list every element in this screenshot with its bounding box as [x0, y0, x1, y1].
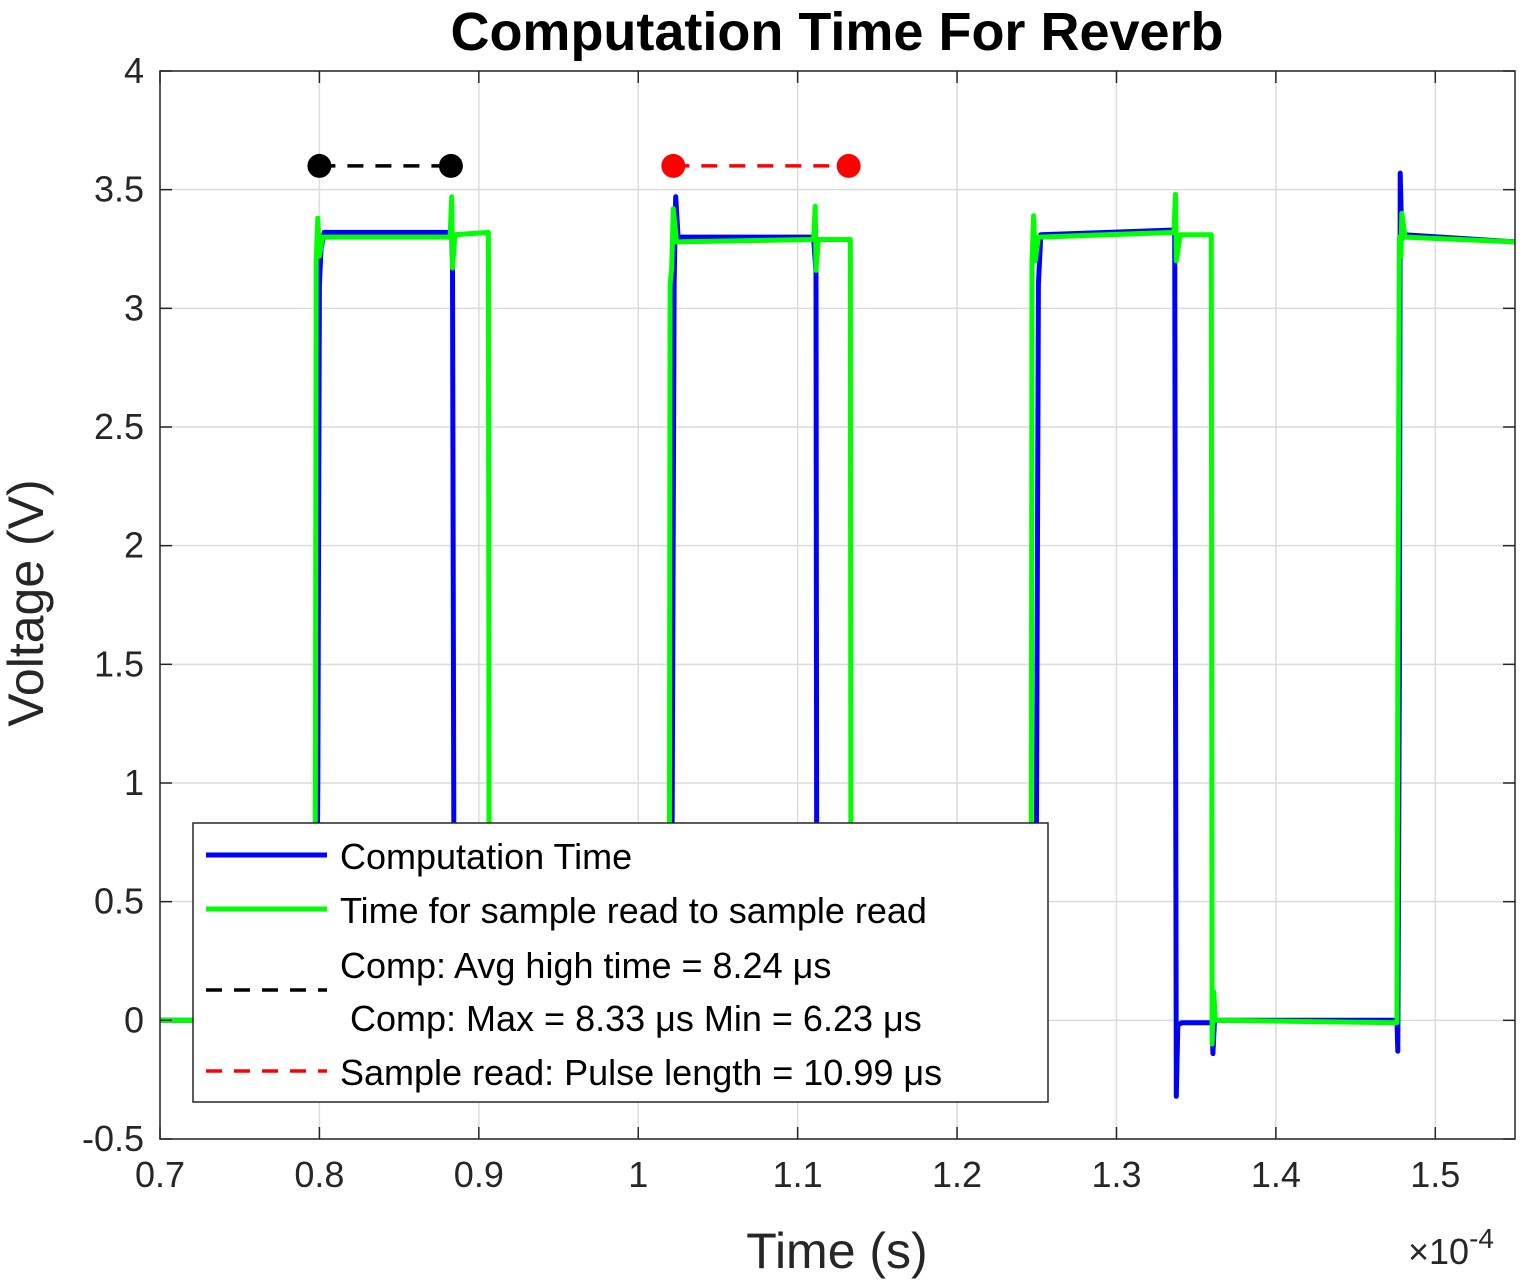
- y-axis-label: Voltage (V): [0, 479, 54, 726]
- legend-label-computation-time: Computation Time: [340, 836, 632, 877]
- x-axis-label: Time (s): [746, 1223, 927, 1279]
- legend-label-sample-read: Time for sample read to sample read: [340, 890, 927, 931]
- y-tick-label: 2: [124, 525, 144, 566]
- legend: Computation Time Time for sample read to…: [192, 822, 1049, 1103]
- marker-point-comp-high-time-end: [438, 153, 463, 178]
- axes-box: [159, 70, 1516, 1140]
- marker-point-pulse-length-end: [836, 153, 861, 178]
- marker-point-pulse-length-start: [661, 153, 686, 178]
- annotation-markers: [307, 153, 861, 178]
- x-tick-label: 1.1: [773, 1154, 823, 1195]
- x-tick-label: 0.9: [454, 1154, 504, 1195]
- x-axis-multiplier-base: ×10: [1408, 1231, 1469, 1272]
- legend-label-comp-max-min: Comp: Max = 8.33 μs Min = 6.23 μs: [340, 998, 922, 1039]
- series-line-sample-read: [160, 191, 1516, 1047]
- x-tick-label: 1.4: [1251, 1154, 1301, 1195]
- legend-label-comp-avg: Comp: Avg high time = 8.24 μs: [340, 945, 831, 986]
- axis-ticks: 0.7 0.8 0.9 1 1.1 1.2 1.3 1.4 1.5 -0.5 0 0.5 1 1.5 2 2.…: [82, 50, 1515, 1195]
- legend-label-pulse-length: Sample read: Pulse length = 10.99 μs: [340, 1052, 942, 1093]
- y-tick-label: -0.5: [82, 1118, 144, 1159]
- y-tick-label: 1.5: [94, 643, 144, 684]
- x-tick-label: 0.7: [135, 1154, 185, 1195]
- y-tick-label: 1: [124, 762, 144, 803]
- y-tick-label: 2.5: [94, 406, 144, 447]
- x-axis-multiplier-exponent: -4: [1469, 1223, 1494, 1254]
- x-tick-label: 1.2: [932, 1154, 982, 1195]
- x-axis-multiplier: ×10-4: [1408, 1223, 1494, 1272]
- chart-title: Computation Time For Reverb: [450, 2, 1223, 62]
- y-tick-label: 0.5: [94, 881, 144, 922]
- legend-box: [192, 822, 1049, 1103]
- x-tick-label: 1: [628, 1154, 648, 1195]
- x-tick-label: 1.5: [1410, 1154, 1460, 1195]
- marker-point-comp-high-time-start: [307, 153, 332, 178]
- x-tick-label: 1.3: [1091, 1154, 1141, 1195]
- y-tick-label: 0: [124, 999, 144, 1040]
- y-tick-label: 4: [124, 50, 144, 91]
- y-tick-label: 3: [124, 287, 144, 328]
- y-tick-label: 3.5: [94, 169, 144, 210]
- x-tick-label: 0.8: [294, 1154, 344, 1195]
